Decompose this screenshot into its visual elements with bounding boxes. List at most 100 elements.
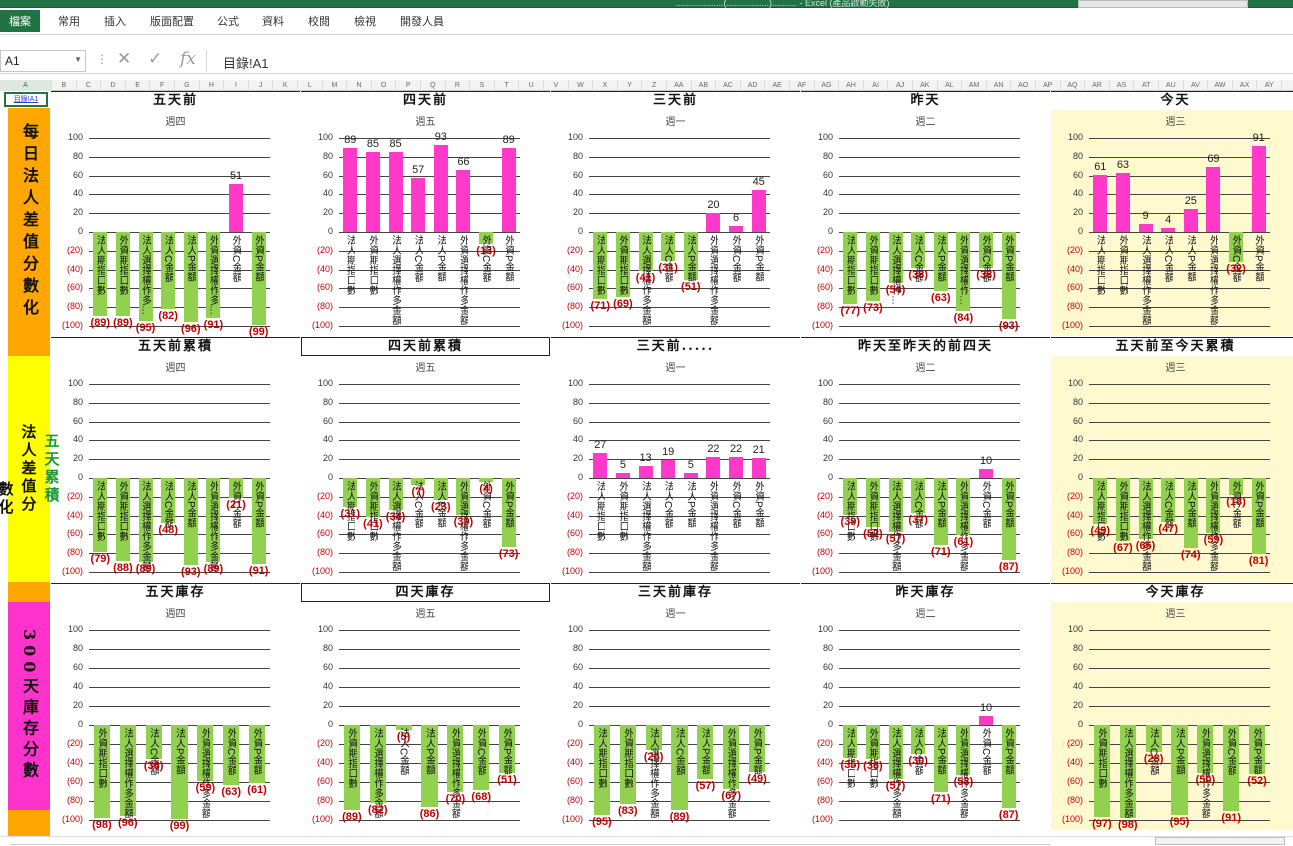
chart-bar[interactable]: [395, 725, 412, 730]
column-header-at[interactable]: AT: [1134, 80, 1159, 91]
column-header-m[interactable]: M: [323, 80, 348, 91]
chart-bar[interactable]: [197, 725, 214, 782]
column-header-b[interactable]: B: [52, 80, 77, 91]
chart-bar[interactable]: [1115, 478, 1130, 541]
chart-bar[interactable]: [723, 725, 740, 789]
chart-bar[interactable]: [365, 152, 380, 232]
tab-file[interactable]: 檔案: [0, 10, 40, 32]
column-header-u[interactable]: U: [519, 80, 544, 91]
chart-bar[interactable]: [683, 232, 698, 280]
bar-chart-2[interactable]: 週五 100 80 60 40 20 0 (20) (40) (60) (80) (100) 法人期指口…: [301, 110, 550, 336]
chart-bar[interactable]: [843, 232, 858, 305]
bar-chart-13[interactable]: 週一 100 80 60 40 20 0 (20) (40) (60) (80) (100) 法人期指口…: [551, 602, 800, 830]
column-header-ab[interactable]: AB: [692, 80, 717, 91]
bar-chart-11[interactable]: 週四 100 80 60 40 20 0 (20) (40) (60) (80) (100) 外資期指口…: [51, 602, 300, 832]
column-header-ai[interactable]: AI: [864, 80, 889, 91]
chart-bar[interactable]: [93, 478, 108, 553]
chart-bar[interactable]: [251, 478, 266, 564]
chart-bar[interactable]: [1197, 725, 1214, 773]
cancel-icon[interactable]: ✕: [117, 49, 132, 68]
tab-home[interactable]: 常用: [58, 16, 80, 28]
chart-bar[interactable]: [1183, 478, 1198, 548]
horizontal-scrollbar[interactable]: [1155, 837, 1285, 845]
tab-view[interactable]: 檢視: [354, 16, 376, 28]
column-header-v[interactable]: V: [544, 80, 569, 91]
tab-insert[interactable]: 插入: [104, 16, 126, 28]
chart-bar[interactable]: [161, 478, 176, 524]
cell-a1-link[interactable]: 目錄!A1: [4, 92, 48, 107]
chart-bar[interactable]: [388, 478, 403, 510]
column-header-aa[interactable]: AA: [667, 80, 692, 91]
chart-bar[interactable]: [911, 725, 926, 754]
chart-bar[interactable]: [138, 232, 153, 322]
column-header-ax[interactable]: AX: [1233, 80, 1258, 91]
column-header-al[interactable]: AL: [938, 80, 963, 91]
chart-bar[interactable]: [729, 457, 744, 478]
column-header-ah[interactable]: AH: [839, 80, 864, 91]
chart-bar[interactable]: [433, 144, 448, 232]
column-header-ay[interactable]: AY: [1257, 80, 1282, 91]
chart-bar[interactable]: [956, 478, 971, 536]
chart-bar[interactable]: [433, 478, 448, 500]
column-header-f[interactable]: F: [150, 80, 175, 91]
column-header-af[interactable]: AF: [790, 80, 815, 91]
chart-bar[interactable]: [697, 725, 714, 780]
chart-bar[interactable]: [223, 725, 240, 785]
chart-bar[interactable]: [1161, 478, 1176, 523]
chart-bar[interactable]: [1249, 725, 1266, 775]
chart-bar[interactable]: [661, 460, 676, 478]
sheet-tabs-area[interactable]: [10, 837, 1050, 845]
chart-bar[interactable]: [979, 715, 994, 725]
chart-bar[interactable]: [251, 232, 266, 326]
tab-data[interactable]: 資料: [262, 16, 284, 28]
column-header-au[interactable]: AU: [1159, 80, 1184, 91]
column-header-r[interactable]: R: [446, 80, 471, 91]
chart-bar[interactable]: [1138, 478, 1153, 540]
chart-bar[interactable]: [229, 478, 244, 498]
chart-bar[interactable]: [183, 232, 198, 323]
chart-bar[interactable]: [888, 478, 903, 532]
chart-bar[interactable]: [638, 465, 653, 478]
column-header-y[interactable]: Y: [618, 80, 643, 91]
chart-bar[interactable]: [865, 232, 880, 301]
chart-bar[interactable]: [343, 148, 358, 232]
bar-chart-1[interactable]: 週四 100 80 60 40 20 0 (20) (40) (60) (80) (100) 法人期指口…: [51, 110, 300, 338]
chart-bar[interactable]: [956, 232, 971, 311]
chart-bar[interactable]: [229, 184, 244, 232]
tab-page-layout[interactable]: 版面配置: [150, 16, 194, 28]
column-header-i[interactable]: I: [224, 80, 249, 91]
chart-bar[interactable]: [1206, 167, 1221, 232]
chart-bar[interactable]: [479, 232, 494, 245]
tab-developer[interactable]: 開發人員: [400, 16, 444, 28]
chart-bar[interactable]: [1183, 208, 1198, 232]
chart-bar[interactable]: [183, 478, 198, 566]
chart-bar[interactable]: [619, 725, 636, 804]
chart-bar[interactable]: [1251, 146, 1266, 232]
chart-bar[interactable]: [343, 478, 358, 508]
column-header-s[interactable]: S: [470, 80, 495, 91]
chart-bar[interactable]: [161, 232, 176, 310]
chart-bar[interactable]: [749, 725, 766, 772]
chart-bar[interactable]: [706, 457, 721, 478]
chart-bar[interactable]: [473, 725, 490, 790]
chart-bar[interactable]: [1115, 172, 1130, 232]
chart-bar[interactable]: [1093, 725, 1110, 818]
bar-chart-12[interactable]: 週五 100 80 60 40 20 0 (20) (40) (60) (80) (100) 外資期指口…: [301, 602, 550, 830]
column-header-ar[interactable]: AR: [1085, 80, 1110, 91]
chart-bar[interactable]: [388, 152, 403, 232]
column-header-o[interactable]: O: [372, 80, 397, 91]
chart-bar[interactable]: [615, 232, 630, 297]
chart-bar[interactable]: [671, 725, 688, 810]
chart-bar[interactable]: [411, 478, 426, 485]
name-box[interactable]: A1 ▼: [0, 50, 86, 72]
chart-bar[interactable]: [1001, 478, 1016, 560]
bar-chart-5[interactable]: 週三 100 80 60 40 20 0 (20) (40) (60) (80) (100) 法人期指口…: [1051, 110, 1293, 336]
column-header-as[interactable]: AS: [1110, 80, 1135, 91]
column-header-n[interactable]: N: [347, 80, 372, 91]
chart-bar[interactable]: [645, 725, 662, 750]
insert-function-icon[interactable]: fx: [180, 49, 196, 69]
chart-bar[interactable]: [369, 725, 386, 803]
column-header-e[interactable]: E: [126, 80, 151, 91]
chart-bar[interactable]: [1001, 725, 1016, 808]
column-header-aj[interactable]: AJ: [888, 80, 913, 91]
